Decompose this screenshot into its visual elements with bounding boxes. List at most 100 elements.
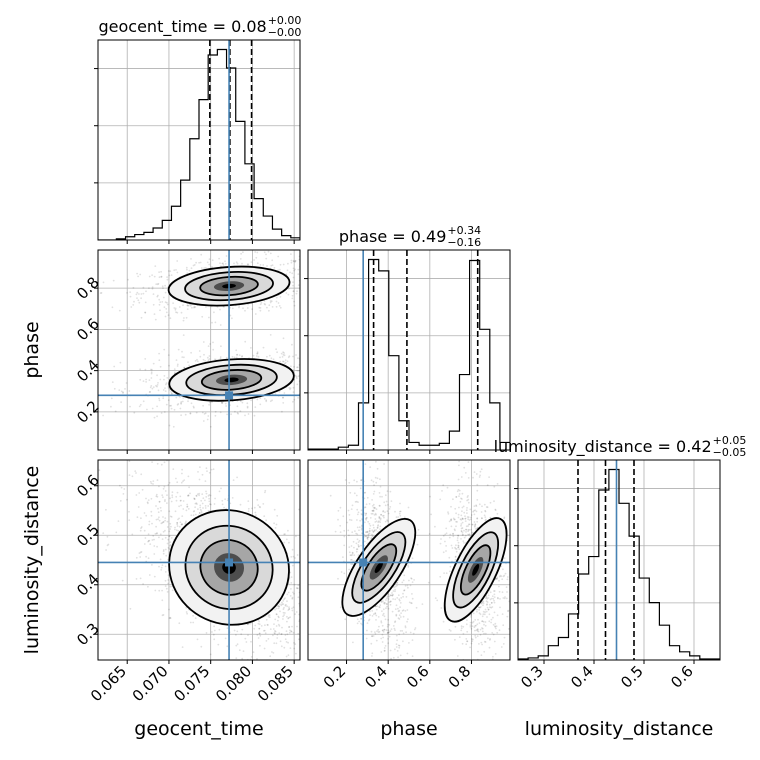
sample-point: [183, 317, 185, 319]
sample-point: [132, 286, 135, 289]
sample-point: [332, 612, 334, 614]
sample-point: [326, 373, 328, 375]
sample-point: [498, 579, 500, 582]
sample-point: [128, 327, 131, 329]
sample-point: [170, 274, 173, 276]
sample-point: [182, 304, 184, 307]
sample-point: [279, 356, 281, 359]
sample-point: [200, 511, 203, 514]
sample-point: [371, 615, 374, 617]
sample-point: [140, 297, 143, 300]
sample-point: [208, 497, 211, 500]
sample-point: [276, 633, 279, 636]
sample-point: [268, 354, 271, 357]
sample-point: [303, 612, 305, 614]
sample-point: [383, 615, 386, 618]
sample-point: [223, 506, 226, 509]
sample-point: [157, 282, 160, 285]
sample-point: [303, 561, 305, 563]
sample-point: [166, 502, 168, 504]
sample-point: [371, 499, 373, 501]
sample-point: [165, 554, 168, 557]
sample-point: [270, 264, 273, 267]
sample-point: [322, 343, 324, 345]
sample-point: [226, 499, 229, 502]
sample-point: [412, 632, 415, 635]
sample-point: [189, 412, 192, 414]
sample-point: [253, 506, 256, 509]
sample-point: [381, 685, 383, 687]
sample-point: [213, 629, 216, 632]
sample-point: [283, 533, 285, 536]
sample-point: [258, 632, 261, 635]
sample-point: [290, 259, 293, 262]
sample-point: [332, 368, 334, 370]
sample-point: [384, 511, 386, 513]
sample-point: [370, 630, 373, 633]
sample-point: [379, 505, 381, 507]
sample-point: [285, 603, 287, 606]
sample-point: [304, 587, 306, 589]
sample-point: [351, 552, 354, 555]
sample-point: [207, 510, 210, 512]
sample-point: [381, 629, 384, 632]
sample-point: [200, 267, 203, 269]
sample-point: [246, 406, 249, 409]
sample-point: [173, 408, 176, 411]
sample-point: [173, 368, 176, 370]
sample-point: [381, 633, 384, 636]
sample-point: [166, 520, 169, 523]
sample-point: [327, 312, 329, 314]
sample-point: [360, 617, 363, 620]
sample-point: [460, 527, 463, 530]
sample-point: [153, 553, 156, 555]
sample-point: [311, 371, 313, 373]
sample-point: [175, 499, 178, 502]
sample-point: [156, 405, 159, 408]
sample-point: [282, 396, 284, 399]
sample-point: [372, 613, 375, 616]
sample-point: [353, 554, 356, 556]
sample-point: [279, 263, 282, 266]
sample-point: [239, 400, 242, 403]
sample-point: [263, 300, 266, 302]
sample-point: [377, 631, 380, 633]
sample-point: [311, 291, 313, 293]
sample-point: [176, 523, 179, 526]
sample-point: [407, 566, 410, 568]
sample-point: [296, 554, 299, 556]
sample-point: [269, 301, 272, 304]
sample-point: [174, 510, 177, 513]
sample-point: [229, 502, 232, 505]
sample-point: [372, 509, 375, 512]
sample-point: [344, 618, 347, 621]
sample-point: [193, 498, 196, 500]
sample-point: [382, 629, 384, 632]
sample-point: [312, 384, 314, 386]
sample-point: [169, 544, 172, 547]
sample-point: [219, 308, 221, 311]
sample-point: [259, 634, 262, 637]
sample-point: [158, 359, 161, 362]
sample-point: [130, 306, 133, 308]
sample-point: [506, 615, 509, 618]
sample-point: [279, 603, 281, 606]
sample-point: [333, 377, 335, 379]
sample-point: [250, 399, 253, 402]
sample-point: [449, 565, 452, 568]
sample-point: [245, 641, 248, 643]
sample-point: [176, 311, 179, 314]
sample-point: [279, 360, 282, 363]
sample-point: [310, 397, 312, 399]
sample-point: [343, 640, 345, 642]
sample-point: [256, 658, 258, 660]
sample-point: [139, 445, 141, 447]
sample-point: [176, 365, 179, 367]
sample-point: [355, 548, 358, 551]
sample-point: [225, 405, 228, 407]
sample-point: [160, 566, 163, 569]
sample-point: [350, 559, 352, 561]
sample-point: [294, 261, 296, 263]
sample-point: [391, 592, 393, 594]
sample-point: [150, 372, 153, 375]
